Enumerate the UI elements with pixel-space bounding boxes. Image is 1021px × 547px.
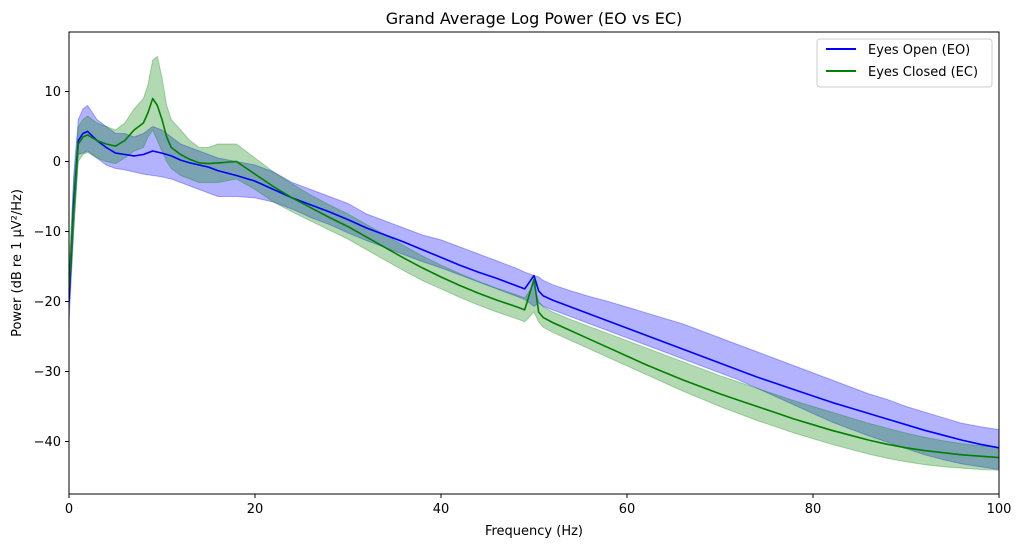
x-tick-label: 20 (247, 502, 264, 517)
x-tick-label: 40 (433, 502, 450, 517)
y-tick-label: −30 (34, 365, 61, 380)
x-tick-label: 60 (619, 502, 636, 517)
confidence-bands (69, 55, 999, 471)
chart-title: Grand Average Log Power (EO vs EC) (386, 9, 683, 28)
y-tick-label: −10 (34, 225, 61, 240)
y-axis: −40 −30 −20 −10 0 10 (34, 85, 69, 450)
line-eyes-closed-ec (69, 97, 999, 459)
x-tick-label: 80 (805, 502, 822, 517)
legend-label-eyes-open-eo: Eyes Open (EO) (868, 43, 970, 58)
y-axis-label: Power (dB re 1 µV²/Hz) (10, 189, 25, 337)
legend-box (816, 38, 993, 88)
series-lines (69, 97, 999, 459)
band-eyes-open-eo (69, 104, 999, 471)
line-eyes-open-eo (69, 130, 999, 449)
y-tick-label: 0 (53, 155, 61, 170)
x-tick-label: 0 (65, 502, 73, 517)
x-axis: 0 20 40 60 80 100 (65, 494, 1012, 517)
legend-label-eyes-closed-ec: Eyes Closed (EC) (868, 65, 978, 80)
x-axis-label: Frequency (Hz) (485, 524, 583, 539)
x-tick-label: 100 (987, 502, 1012, 517)
band-eyes-closed-ec (69, 55, 999, 471)
y-tick-label: 10 (44, 85, 61, 100)
y-tick-label: −20 (34, 295, 61, 310)
plot-frame (68, 31, 1000, 495)
legend: Eyes Open (EO) Eyes Closed (EC) (816, 38, 993, 88)
y-tick-label: −40 (34, 435, 61, 450)
